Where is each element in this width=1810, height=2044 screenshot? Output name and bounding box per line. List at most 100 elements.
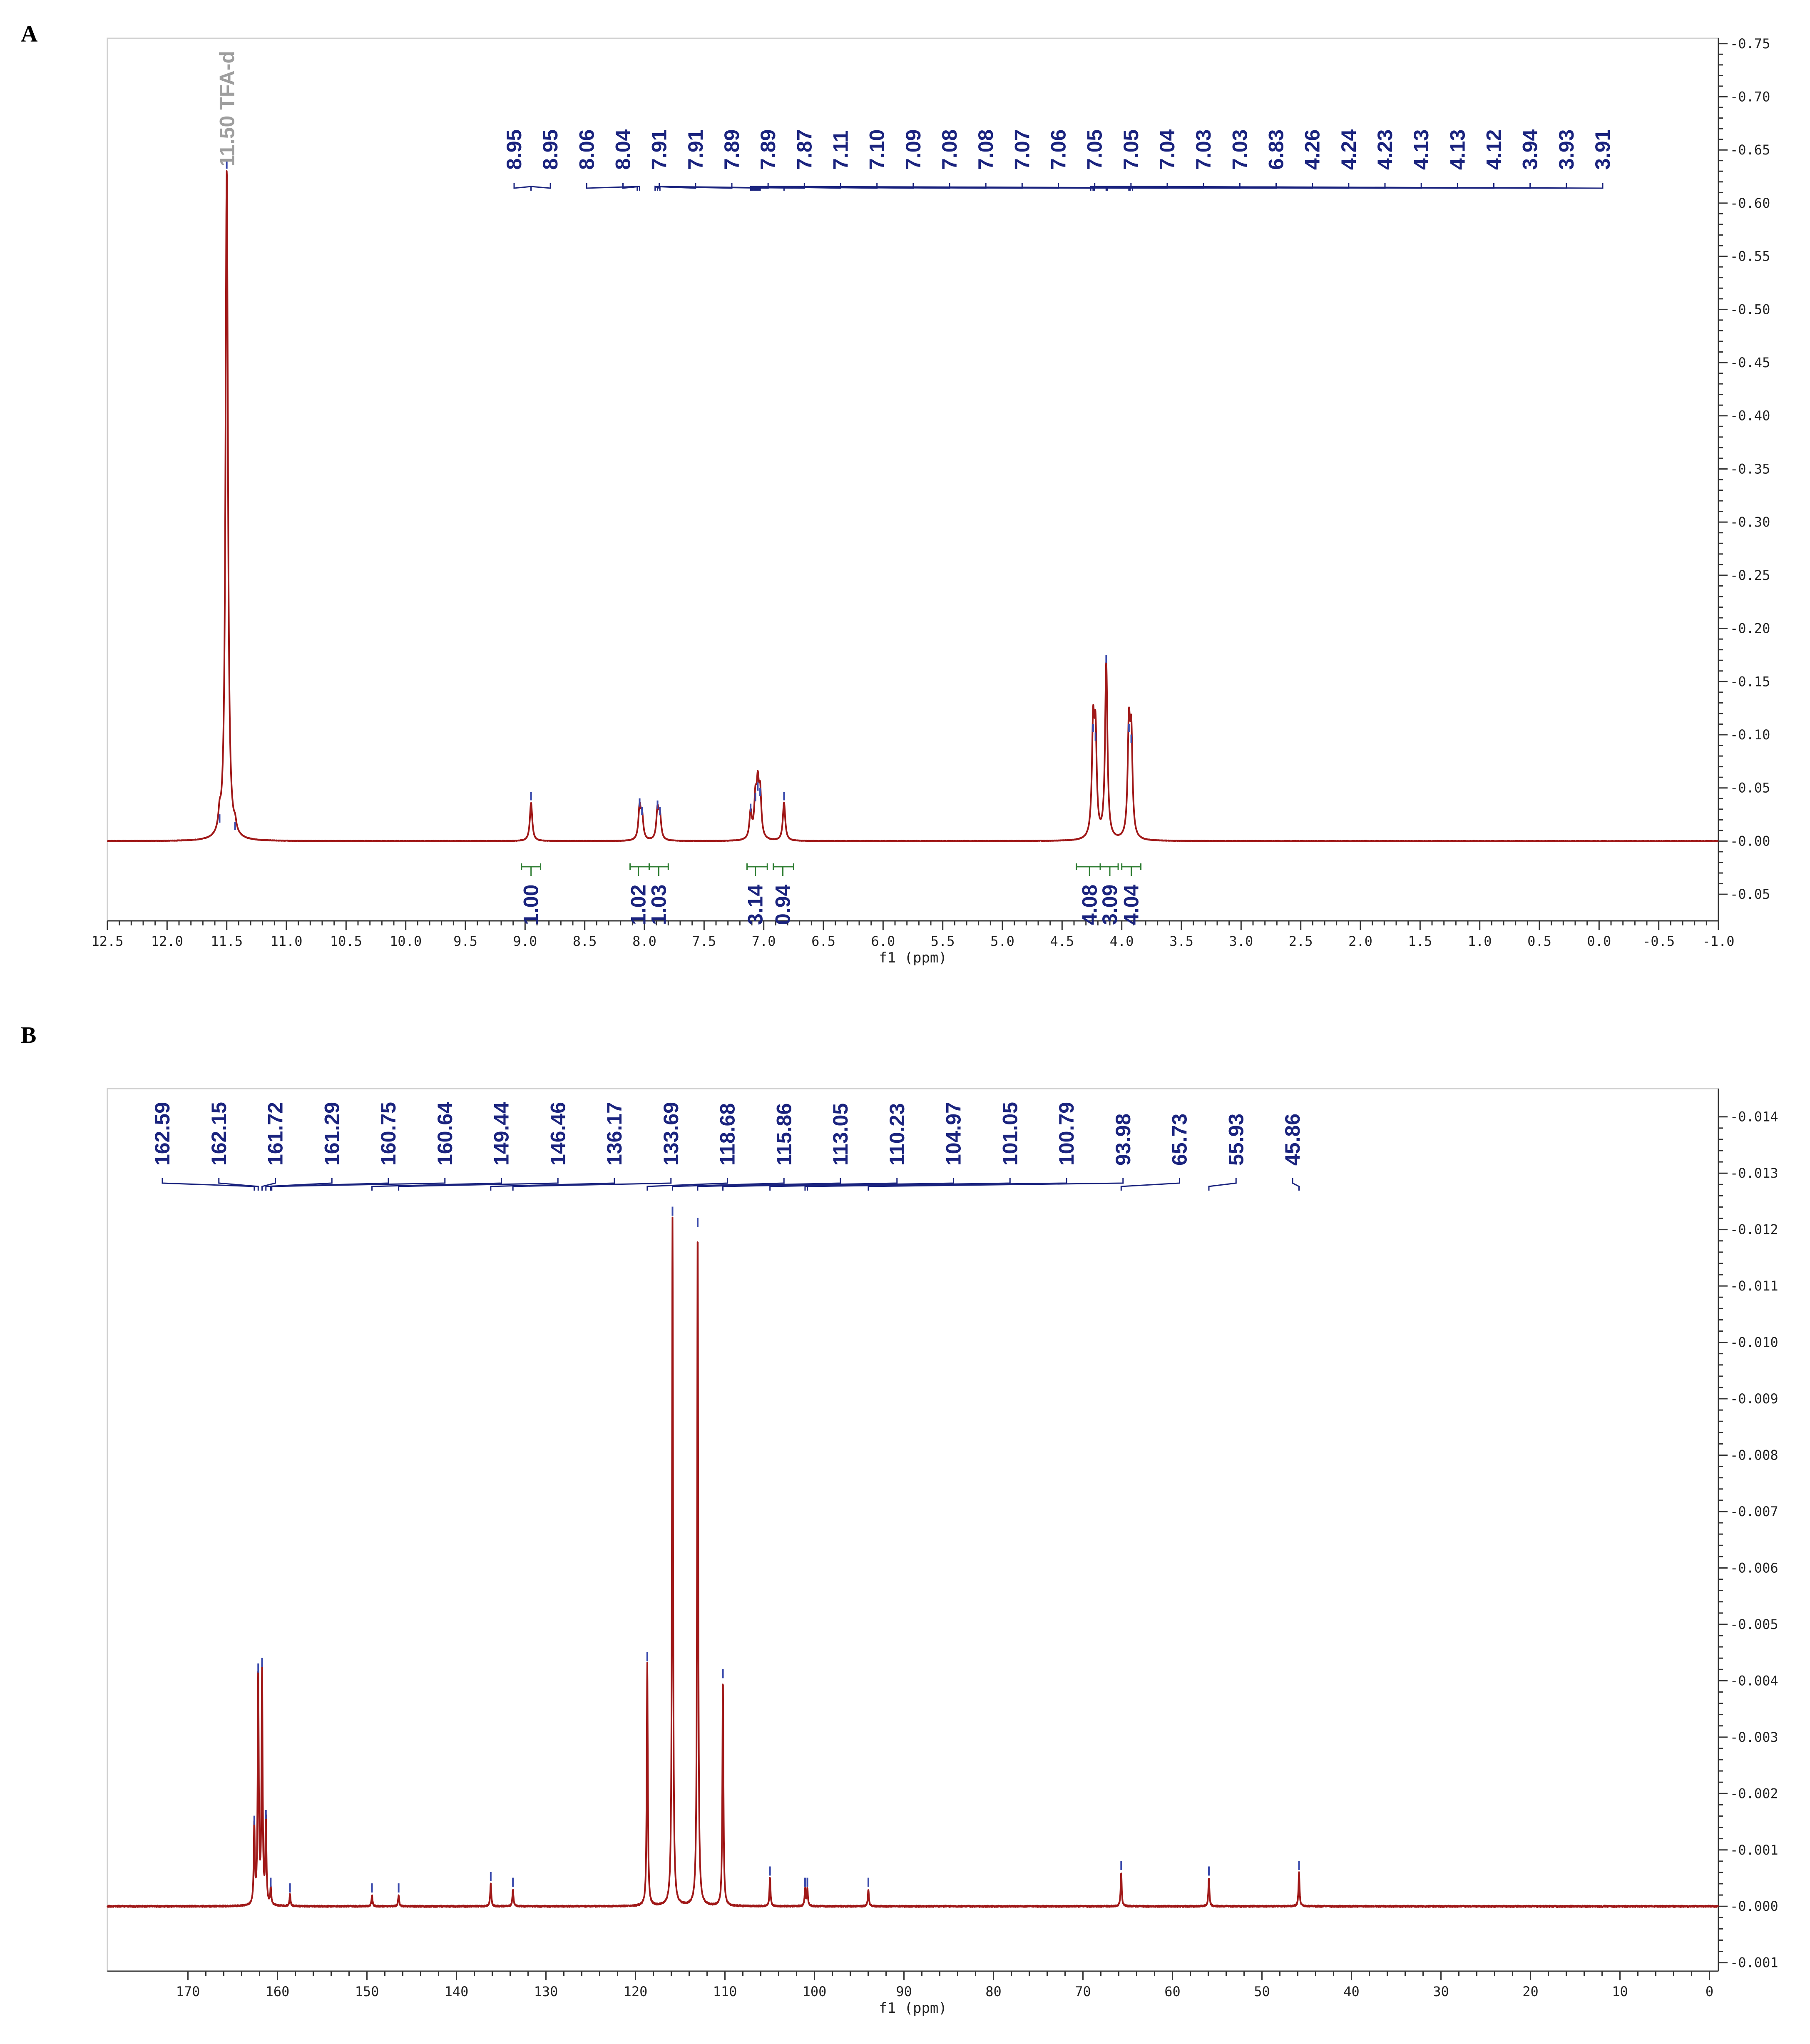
panel-letter-a: A xyxy=(21,21,38,47)
x-tick-label-b: 30 xyxy=(1433,1984,1449,1999)
peak-label-b: 45.86 xyxy=(1281,1114,1304,1166)
integral-label: 4.04 xyxy=(1120,884,1143,925)
x-tick-label-b: 140 xyxy=(445,1984,469,1999)
x-tick-label-a: 10.0 xyxy=(390,933,422,949)
x-tick-label-a: 0.0 xyxy=(1587,933,1611,949)
peak-label-b: 136.17 xyxy=(603,1102,626,1166)
integral-label: 3.09 xyxy=(1098,885,1121,925)
peak-leader-b xyxy=(807,1178,1067,1191)
peak-leader-b xyxy=(162,1178,255,1191)
x-tick-label-a: 11.5 xyxy=(211,933,243,949)
peak-label-a: 7.11 xyxy=(829,130,853,170)
y-tick-label-a: -0.25 xyxy=(1730,567,1770,583)
y-tick-label-a: -0.15 xyxy=(1730,674,1770,689)
peak-label-a: 7.89 xyxy=(720,129,743,170)
peak-label-b: 100.79 xyxy=(1055,1102,1078,1166)
peak-label-a: 7.08 xyxy=(938,129,961,170)
solvent-label: 11.50 TFA-d xyxy=(216,51,239,167)
y-tick-label-b: -0.003 xyxy=(1730,1729,1778,1745)
peak-label-a: 7.91 xyxy=(684,129,707,170)
y-tick-label-b: -0.000 xyxy=(1730,1898,1778,1914)
y-tick-label-a: -0.40 xyxy=(1730,408,1770,424)
peak-label-b: 55.93 xyxy=(1224,1114,1248,1166)
peak-label-a: 7.05 xyxy=(1083,129,1106,170)
plot-frame-a xyxy=(107,37,1719,922)
y-tick-label-b: -0.006 xyxy=(1730,1560,1778,1576)
peak-label-a: 8.04 xyxy=(612,129,635,170)
peak-label-b: 161.72 xyxy=(264,1102,287,1166)
y-tick-label-b: -0.009 xyxy=(1730,1391,1778,1407)
x-tick-label-b: 100 xyxy=(803,1984,827,1999)
peak-leader-b xyxy=(722,1178,898,1191)
x-tick-label-b: 90 xyxy=(896,1984,912,1999)
x-tick-label-a: 8.0 xyxy=(632,933,656,949)
x-tick-label-a: 11.0 xyxy=(270,933,302,949)
peak-label-a: 7.05 xyxy=(1119,129,1143,170)
plot-frame-b xyxy=(107,1088,1719,1972)
x-tick-label-b: 50 xyxy=(1254,1984,1270,1999)
x-tick-label-b: 130 xyxy=(534,1984,558,1999)
panel-b: B 170 160 150 140 130 120 110 100 90 80 70 60 50 40 30… xyxy=(21,1022,1778,2017)
peak-label-a: 4.13 xyxy=(1446,129,1469,170)
y-tick-label-b: -0.012 xyxy=(1730,1222,1778,1238)
y-tick-label-b: -0.001 xyxy=(1730,1955,1778,1971)
peak-leader-b xyxy=(1208,1178,1237,1191)
y-tick-label-b: -0.013 xyxy=(1730,1165,1778,1181)
x-tick-label-a: 7.0 xyxy=(752,933,776,949)
y-tick-label-a: -0.00 xyxy=(1730,833,1770,849)
x-tick-label-a: 2.5 xyxy=(1289,933,1313,949)
y-tick-label-a: -0.55 xyxy=(1730,249,1770,264)
peak-leader-b xyxy=(371,1178,502,1191)
peak-label-a: 4.26 xyxy=(1301,129,1324,170)
y-tick-label-a: -0.20 xyxy=(1730,621,1770,637)
x-tick-label-b: 120 xyxy=(624,1984,648,1999)
x-tick-label-a: 2.0 xyxy=(1348,933,1372,949)
peak-label-a: 7.08 xyxy=(974,129,997,170)
y-tick-label-a: -0.65 xyxy=(1730,142,1770,158)
x-tick-label-a: 6.0 xyxy=(871,933,895,949)
peak-leader-b xyxy=(490,1178,615,1191)
peak-label-a: 4.24 xyxy=(1337,129,1360,170)
peak-label-b: 149.44 xyxy=(490,1102,513,1166)
y-tick-label-a: -0.30 xyxy=(1730,514,1770,530)
y-tick-label-b: -0.004 xyxy=(1730,1673,1778,1688)
x-tick-label-a: 9.5 xyxy=(453,933,477,949)
y-tick-label-a: -0.05 xyxy=(1730,886,1770,902)
peak-leader-b xyxy=(271,1178,446,1191)
y-tick-label-a: -0.10 xyxy=(1730,727,1770,743)
integral-bar xyxy=(746,863,768,870)
peak-label-b: 113.05 xyxy=(829,1103,852,1166)
y-tick-label-b: -0.011 xyxy=(1730,1278,1778,1294)
peak-label-a: 7.07 xyxy=(1010,129,1034,170)
integral-bar xyxy=(629,863,650,870)
x-tick-label-a: 12.0 xyxy=(151,933,183,949)
y-tick-label-b: -0.008 xyxy=(1730,1447,1778,1463)
peak-leader-b xyxy=(769,1178,954,1191)
peak-label-a: 7.91 xyxy=(648,129,671,170)
peak-label-b: 161.29 xyxy=(320,1102,343,1166)
peak-label-a: 7.04 xyxy=(1156,129,1179,170)
x-tick-label-b: 40 xyxy=(1343,1984,1360,1999)
y-tick-label-b: -0.002 xyxy=(1730,1785,1778,1801)
x-tick-label-a: 6.5 xyxy=(811,933,835,949)
x-tick-label-a: -1.0 xyxy=(1702,933,1734,949)
x-tick-label-a: 3.0 xyxy=(1229,933,1253,949)
peak-leader-b xyxy=(646,1178,728,1191)
peak-label-b: 101.05 xyxy=(998,1102,1022,1166)
peak-label-b: 65.73 xyxy=(1168,1114,1191,1166)
peak-label-a: 4.12 xyxy=(1482,129,1506,170)
x-tick-label-a: 10.5 xyxy=(330,933,362,949)
x-axis-title-a: f1 (ppm) xyxy=(879,950,947,966)
peak-label-a: 8.06 xyxy=(575,129,598,170)
x-axis-title-b: f1 (ppm) xyxy=(879,2000,947,2017)
peak-label-a: 4.23 xyxy=(1373,129,1397,170)
peak-label-a: 6.83 xyxy=(1265,129,1288,170)
peak-leader-b xyxy=(1292,1178,1300,1191)
peak-leader-b xyxy=(218,1178,259,1191)
x-tick-label-a: 0.5 xyxy=(1527,933,1551,949)
integral-label: 0.94 xyxy=(771,884,795,925)
peak-leader-a xyxy=(530,183,551,191)
x-tick-label-a: 8.5 xyxy=(573,933,597,949)
y-tick-label-a: -0.60 xyxy=(1730,195,1770,211)
